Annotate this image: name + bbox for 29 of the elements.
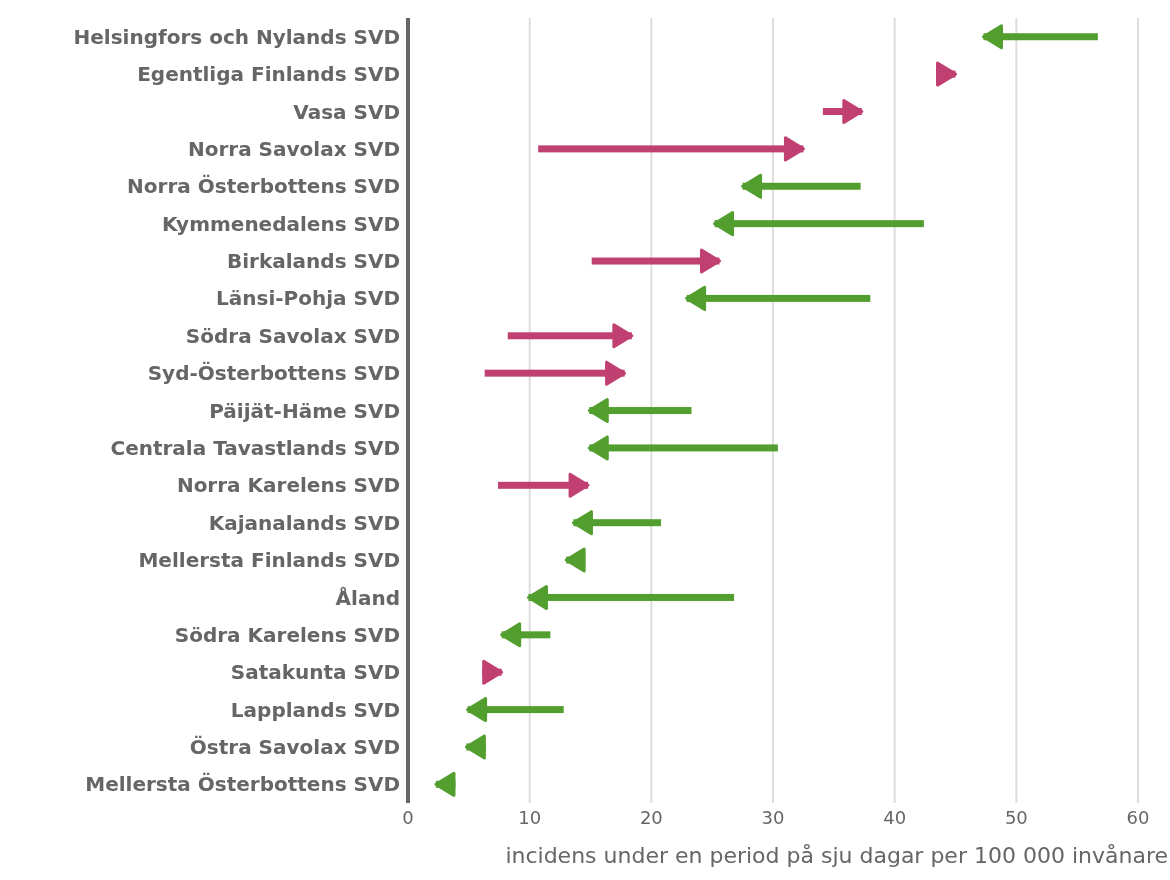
y-tick-label: Kymmenedalens SVD — [161, 211, 400, 236]
y-tick-label: Centrala Tavastlands SVD — [110, 435, 400, 460]
x-tick-label: 10 — [518, 806, 542, 828]
y-tick-label: Södra Savolax SVD — [185, 323, 400, 348]
y-tick-label: Lapplands SVD — [230, 697, 400, 722]
x-tick-label: 40 — [883, 806, 907, 828]
y-tick-label: Vasa SVD — [293, 99, 400, 124]
x-axis-title: incidens under en period på sju dagar per 100 000 invånare — [504, 843, 1168, 868]
y-tick-label: Länsi-Pohja SVD — [216, 286, 400, 311]
y-tick-label: Norra Karelens SVD — [176, 473, 400, 498]
x-tick-label: 60 — [1126, 806, 1150, 828]
y-tick-label: Helsingfors och Nylands SVD — [73, 24, 400, 49]
y-tick-label: Päijät-Häme SVD — [209, 398, 400, 423]
y-tick-label: Satakunta SVD — [230, 660, 400, 685]
x-tick-label: 30 — [761, 806, 785, 828]
y-tick-label: Mellersta Finlands SVD — [138, 548, 400, 573]
y-tick-label: Kajanalands SVD — [208, 510, 400, 535]
y-tick-label: Egentliga Finlands SVD — [137, 62, 400, 87]
x-tick-label: 50 — [1004, 806, 1028, 828]
y-tick-label: Norra Savolax SVD — [187, 136, 400, 161]
y-tick-label: Norra Österbottens SVD — [127, 174, 400, 199]
y-tick-label: Södra Karelens SVD — [174, 622, 400, 647]
y-tick-label: Syd-Österbottens SVD — [147, 361, 400, 386]
y-tick-label: Birkalands SVD — [226, 249, 400, 274]
x-tick-label: 20 — [639, 806, 663, 828]
y-tick-label: Åland — [335, 585, 400, 610]
y-tick-label: Mellersta Österbottens SVD — [85, 772, 400, 797]
y-tick-label: Östra Savolax SVD — [189, 735, 400, 760]
x-tick-label: 0 — [402, 806, 414, 828]
